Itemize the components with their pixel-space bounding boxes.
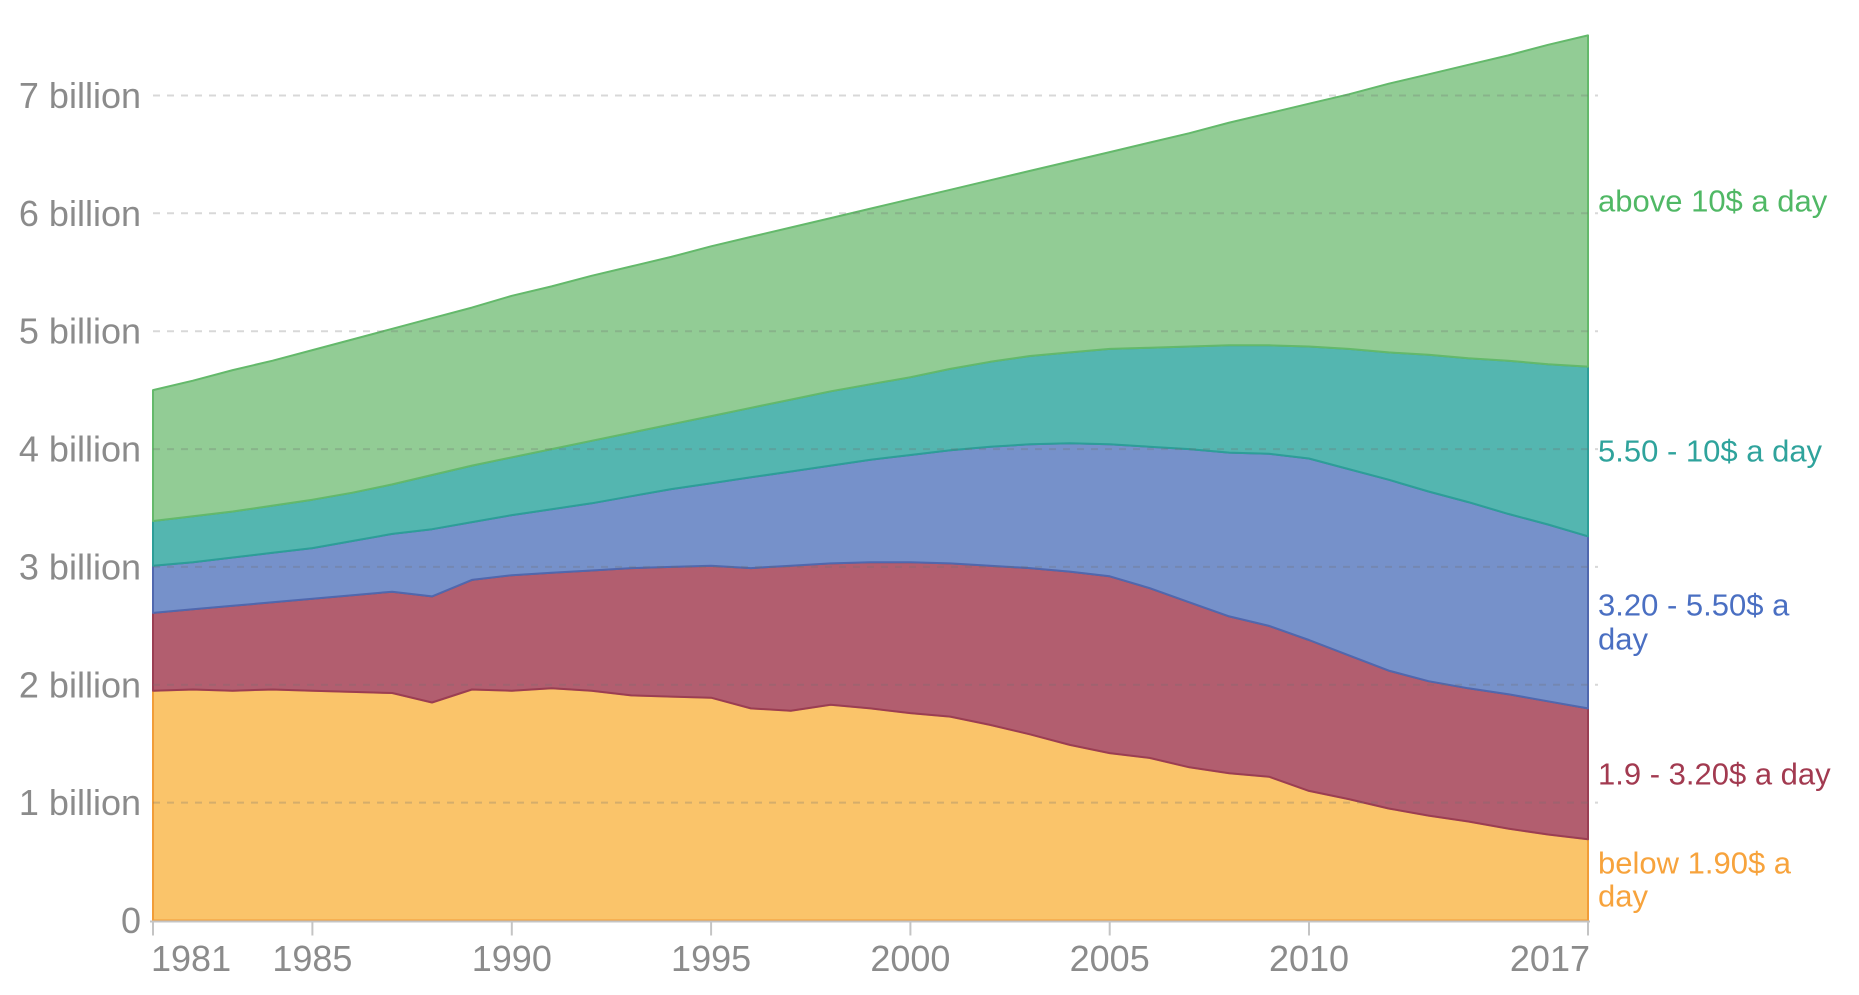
y-axis-labels: 0 1 billion 2 billion 3 billion 4 billion 5 b…: [19, 75, 141, 941]
legend-label-1-90-to-3-20[interactable]: 1.9 - 3.20$ a day: [1598, 756, 1831, 792]
x-axis-label-1985: 1985: [272, 938, 352, 979]
y-axis-label-2: 2 billion: [19, 664, 141, 705]
legend-label-below-1-90[interactable]: below 1.90$ a day: [1598, 845, 1792, 914]
y-axis-label-1: 1 billion: [19, 782, 141, 823]
y-axis-label-7: 7 billion: [19, 75, 141, 116]
stacked-areas: [152, 34, 1589, 922]
legend-label-above-10[interactable]: above 10$ a day: [1598, 183, 1828, 219]
x-axis-label-2010: 2010: [1269, 938, 1349, 979]
y-axis-label-6: 6 billion: [19, 193, 141, 234]
x-axis-label-2000: 2000: [870, 938, 950, 979]
y-axis-label-5: 5 billion: [19, 311, 141, 352]
legend-label-5-50-to-10[interactable]: 5.50 - 10$ a day: [1598, 433, 1823, 469]
x-axis-label-1990: 1990: [472, 938, 552, 979]
area-above-10[interactable]: [152, 34, 1589, 522]
y-axis-label-0: 0: [121, 900, 141, 941]
x-axis-label-2017: 2017: [1510, 938, 1590, 979]
legend-label-3-20-to-5-50[interactable]: 3.20 - 5.50$ a day: [1598, 587, 1790, 657]
x-axis-labels: 1981 1985 1990 1995 2000 2005 2010 2017: [151, 938, 1590, 979]
x-axis-label-1981: 1981: [151, 938, 231, 979]
x-axis-label-1995: 1995: [671, 938, 751, 979]
x-axis-label-2005: 2005: [1070, 938, 1150, 979]
y-axis-label-4: 4 billion: [19, 429, 141, 470]
axes: [150, 920, 1590, 936]
y-axis-label-3: 3 billion: [19, 546, 141, 587]
gridlines: [153, 94, 1598, 804]
